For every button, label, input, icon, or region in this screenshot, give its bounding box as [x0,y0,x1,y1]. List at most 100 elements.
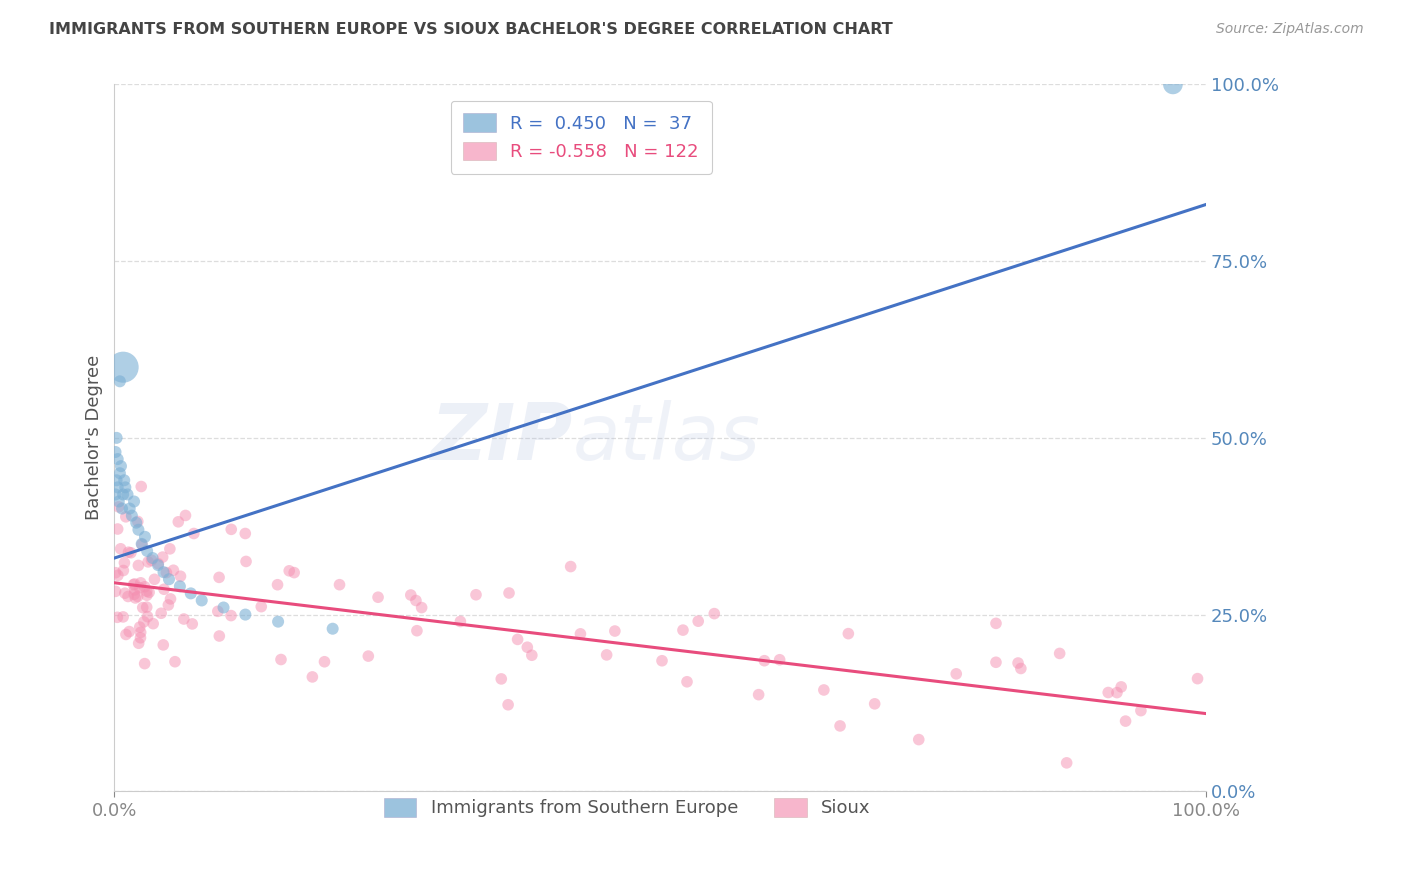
Point [1129,704,1152,718]
Point [112,564,135,578]
Point [569,627,592,641]
Point [152,565,174,579]
Y-axis label: Bachelor's Degree: Bachelor's Degree [86,355,103,521]
Point [235,607,257,622]
Point [595,648,617,662]
Point [117,545,139,559]
Point [111,501,134,516]
Point [863,697,886,711]
Point [110,541,132,556]
Point [124,582,146,597]
Point [104,584,127,599]
Point [676,674,699,689]
Point [266,578,288,592]
Point [125,516,148,530]
Point [406,624,429,638]
Point [235,554,257,568]
Point [159,591,181,606]
Point [142,616,165,631]
Point [183,526,205,541]
Point [207,604,229,618]
Point [270,652,292,666]
Point [167,515,190,529]
Point [399,588,422,602]
Point [828,719,851,733]
Point [688,614,710,628]
Point [1049,647,1071,661]
Point [135,584,157,599]
Point [208,570,231,584]
Point [219,608,242,623]
Point [163,655,186,669]
Point [127,558,149,573]
Point [122,577,145,591]
Point [146,558,169,573]
Point [127,515,149,529]
Point [135,600,157,615]
Text: Source: ZipAtlas.com: Source: ZipAtlas.com [1216,22,1364,37]
Point [107,522,129,536]
Point [107,452,129,467]
Point [328,577,350,591]
Point [105,610,128,624]
Point [153,582,176,597]
Point [134,580,156,594]
Point [603,624,626,638]
Point [233,526,256,541]
Point [121,508,143,523]
Point [141,553,163,567]
Point [107,480,129,494]
Point [129,625,152,640]
Point [128,636,150,650]
Point [1097,685,1119,699]
Point [124,577,146,591]
Point [219,522,242,536]
Point [118,501,141,516]
Point [173,612,195,626]
Point [136,609,159,624]
Text: ZIP: ZIP [430,400,572,475]
Point [190,593,212,607]
Point [498,586,520,600]
Point [250,599,273,614]
Point [208,629,231,643]
Point [449,615,471,629]
Point [1161,78,1184,92]
Point [984,655,1007,669]
Point [945,666,967,681]
Point [322,622,344,636]
Point [506,632,529,647]
Point [152,638,174,652]
Point [1109,680,1132,694]
Point [114,586,136,600]
Point [129,575,152,590]
Point [138,585,160,599]
Point [129,631,152,645]
Point [120,546,142,560]
Text: IMMIGRANTS FROM SOUTHERN EUROPE VS SIOUX BACHELOR'S DEGREE CORRELATION CHART: IMMIGRANTS FROM SOUTHERN EUROPE VS SIOUX… [49,22,893,37]
Legend: Immigrants from Southern Europe, Sioux: Immigrants from Southern Europe, Sioux [377,791,877,825]
Point [560,559,582,574]
Point [672,623,695,637]
Point [136,544,159,558]
Point [117,590,139,604]
Point [107,568,129,582]
Point [1010,661,1032,675]
Point [131,537,153,551]
Point [278,564,301,578]
Point [105,431,128,445]
Point [108,467,131,481]
Point [180,586,202,600]
Point [115,627,138,641]
Point [124,591,146,605]
Point [1056,756,1078,770]
Point [703,607,725,621]
Point [104,445,127,459]
Point [181,616,204,631]
Point [169,569,191,583]
Point [131,537,153,551]
Point [212,600,235,615]
Point [157,598,180,612]
Point [136,555,159,569]
Point [129,479,152,493]
